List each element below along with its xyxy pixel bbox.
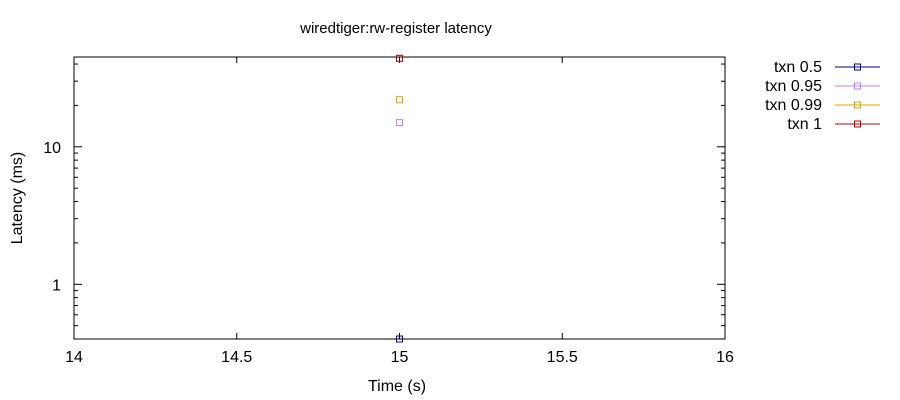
x-tick-label: 14 (65, 349, 83, 366)
data-point (396, 119, 403, 127)
data-point (396, 96, 403, 104)
x-tick-label: 14.5 (221, 349, 252, 366)
legend-marker (854, 120, 861, 128)
data-point (396, 335, 403, 343)
legend-label: txn 1 (787, 116, 822, 133)
legend-marker (854, 63, 861, 71)
x-axis-label: Time (s) (368, 378, 426, 395)
plot-area-frame (73, 56, 726, 340)
legend-marker (854, 82, 861, 90)
data-points (396, 54, 403, 343)
y-tick-label: 1 (52, 277, 61, 294)
y-ticks: 1 10 (43, 63, 725, 340)
legend-label: txn 0.99 (765, 97, 822, 114)
y-tick-label: 10 (43, 140, 61, 157)
x-tick-label: 15 (391, 349, 409, 366)
chart-title: wiredtiger:rw-register latency (299, 20, 492, 37)
data-point (396, 54, 403, 62)
x-ticks: 14 14.5 15 15.5 16 (65, 57, 734, 366)
y-axis-label: Latency (ms) (9, 152, 26, 244)
legend-label: txn 0.5 (774, 59, 822, 76)
legend: txn 0.5 txn 0.95 txn 0.99 txn 1 (765, 59, 880, 133)
x-tick-label: 16 (716, 349, 734, 366)
legend-label: txn 0.95 (765, 78, 822, 95)
legend-marker (854, 101, 861, 109)
x-tick-label: 15.5 (547, 349, 578, 366)
